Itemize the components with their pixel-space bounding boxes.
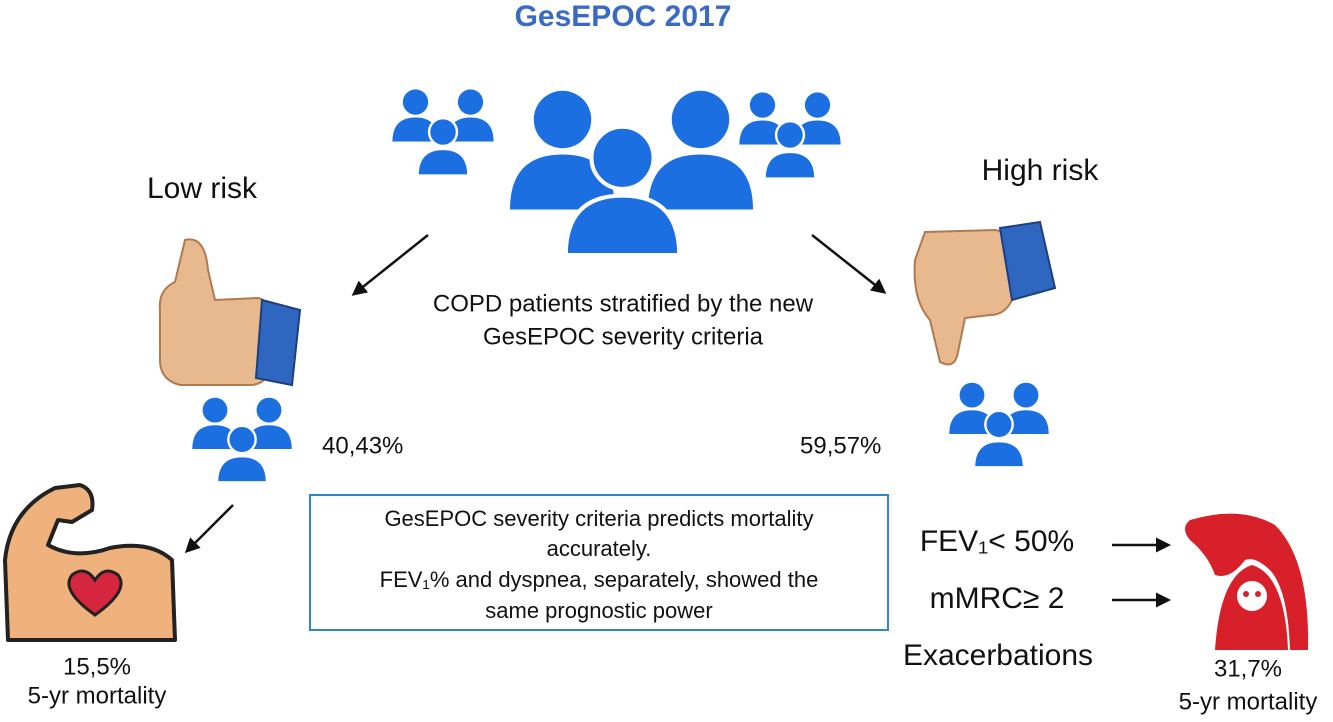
arrow [811, 234, 887, 294]
conclusion-line: FEV₁% and dyspnea, separately, showed th… [380, 567, 819, 592]
criterion: Exacerbations [903, 639, 1093, 672]
criterion: mMRC≥ 2 [930, 582, 1065, 615]
arm-heart-icon [3, 483, 177, 642]
high-risk-label: High risk [982, 154, 1100, 187]
high-risk-mortality: 31,7% [1214, 655, 1282, 682]
criterion: FEV₁< 50% [920, 525, 1074, 558]
low-risk-share: 40,43% [322, 432, 403, 459]
conclusion-line: accurately. [547, 536, 652, 561]
thumbs-down-icon [913, 220, 1057, 366]
conclusion-line: same prognostic power [485, 598, 712, 623]
caption-line: COPD patients stratified by the new [433, 290, 814, 317]
reaper-icon [1185, 513, 1309, 650]
high-risk-mortality-label: 5-yr mortality [1179, 688, 1318, 715]
low-risk-mortality-label: 5-yr mortality [28, 682, 167, 709]
caption-line: GesEPOC severity criteria [483, 323, 764, 350]
conclusion-box [309, 494, 889, 631]
high-risk-share: 59,57% [800, 432, 881, 459]
arrow [184, 504, 234, 554]
thumbs-up-icon [158, 238, 302, 387]
arrow [351, 234, 429, 296]
low-risk-label: Low risk [147, 172, 258, 205]
low-risk-mortality: 15,5% [63, 653, 131, 680]
title: GesEPOC 2017 [515, 0, 732, 33]
conclusion-line: GesEPOC severity criteria predicts morta… [384, 506, 813, 531]
